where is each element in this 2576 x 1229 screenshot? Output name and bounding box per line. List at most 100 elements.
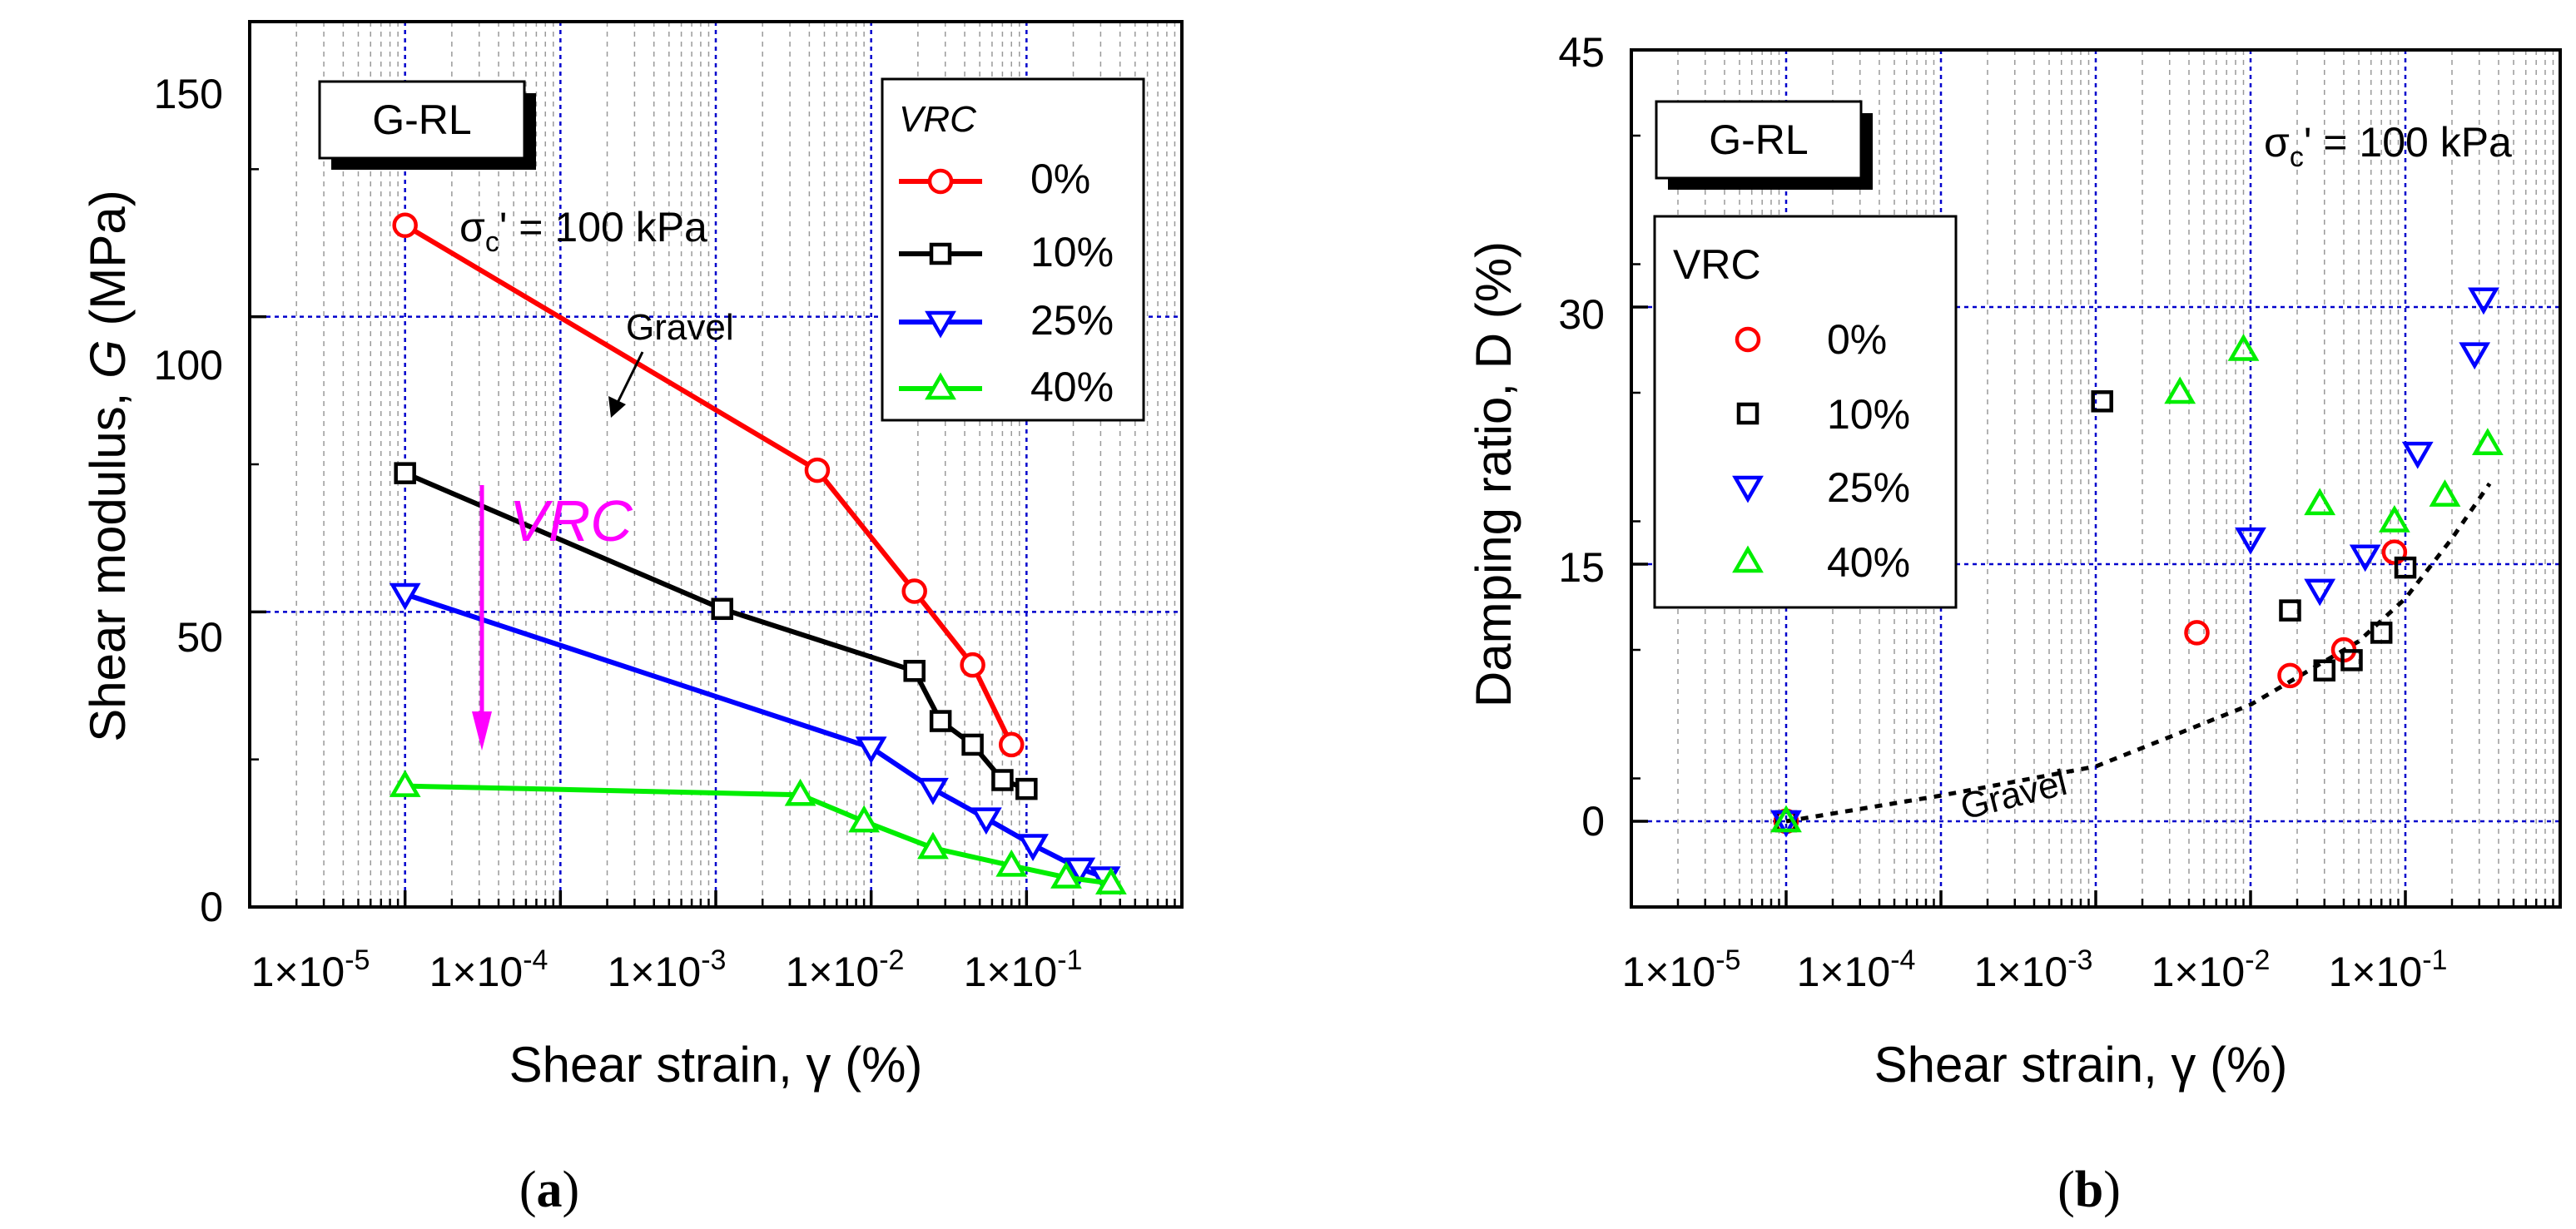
panel-a-stress-label: σc' = 100 kPa <box>459 204 707 258</box>
panel-a-x-tick-labels: 1×10-5 1×10-4 1×10-3 1×10-2 1×10-1 <box>251 944 1083 995</box>
data-point <box>929 710 952 732</box>
panel-b-caption: (b) <box>2057 1162 2121 1218</box>
x-tick-label: 1×10-1 <box>2329 944 2448 995</box>
data-point <box>2378 504 2410 533</box>
gravel-trend-line <box>1785 482 2492 824</box>
legend-marker <box>925 310 956 339</box>
x-tick-label: 1×10-3 <box>608 944 727 995</box>
data-point <box>2304 488 2336 516</box>
x-tick-label: 1×10-4 <box>1797 944 1916 995</box>
panel-b-x-axis-label: Shear strain, γ (%) <box>1874 1037 2288 1093</box>
panel-b-tick-marks <box>1631 48 2554 909</box>
legend-marker <box>1732 545 1764 573</box>
data-point <box>2091 390 2113 413</box>
legend-label: 10% <box>1827 391 1910 438</box>
legend-label: 0% <box>1030 156 1090 202</box>
data-point <box>917 777 949 805</box>
panel-b-y-axis-label: Damping ratio, D (%) <box>1466 241 1521 707</box>
data-point <box>2394 556 2417 579</box>
panel-b-damping-ratio: 0 15 30 45 1×10-5 1×10-4 1×10-3 1×10-2 1… <box>1466 29 2562 1218</box>
panel-b-minor-grid <box>1677 50 2554 907</box>
panel-a-y-tick-labels: 0 50 100 150 <box>154 71 223 930</box>
data-point <box>2227 333 2260 361</box>
data-point <box>917 831 949 860</box>
data-point <box>2235 527 2266 555</box>
data-point <box>2304 578 2336 607</box>
data-point <box>2313 659 2335 681</box>
data-point <box>2340 649 2363 671</box>
legend-title: VRC <box>899 99 977 140</box>
data-point <box>2468 287 2499 315</box>
data-point <box>960 652 985 678</box>
x-tick-label: 1×10-4 <box>429 944 548 995</box>
data-point <box>2277 662 2303 689</box>
data-point <box>392 212 418 238</box>
legend-marker <box>1736 402 1760 425</box>
y-tick-label: 100 <box>154 342 223 389</box>
data-point <box>1770 805 1802 833</box>
data-point <box>961 733 984 756</box>
panel-a-x-axis-label: Shear strain, γ (%) <box>509 1037 923 1093</box>
data-point <box>2471 428 2504 456</box>
x-tick-label: 1×10-1 <box>964 944 1083 995</box>
y-tick-label: 15 <box>1558 544 1605 591</box>
panel-b-gravel-annotation: Gravel <box>1957 762 2072 828</box>
x-tick-label: 1×10-3 <box>1974 944 2093 995</box>
data-point <box>995 849 1028 877</box>
y-tick-label: 45 <box>1558 29 1605 76</box>
panel-a-sample-label: G-RL <box>372 97 471 143</box>
data-point <box>1094 867 1127 894</box>
data-point <box>998 731 1025 758</box>
data-point <box>848 805 881 833</box>
data-point <box>901 578 927 604</box>
panel-a-vrc-arrow <box>472 485 492 751</box>
data-point <box>2429 479 2461 507</box>
legend-marker <box>1735 326 1761 353</box>
panel-a-caption: (a) <box>519 1162 579 1218</box>
panel-b-y-tick-labels: 0 15 30 45 <box>1558 29 1605 845</box>
y-tick-label: 50 <box>176 614 223 661</box>
data-point <box>2184 620 2210 646</box>
data-point <box>2164 376 2196 404</box>
panel-a-minor-grid <box>295 22 1176 907</box>
panel-a-vrc-annotation: VRC <box>509 488 633 553</box>
series-40pct <box>389 770 1127 894</box>
data-point <box>2370 622 2393 644</box>
legend-marker <box>929 242 952 265</box>
series-40pct <box>1770 333 2504 833</box>
series-0pct <box>392 212 1025 758</box>
x-tick-label: 1×10-2 <box>2152 944 2271 995</box>
data-point <box>2401 441 2434 469</box>
data-point <box>2279 599 2301 622</box>
panel-a-sample-box: G-RL <box>318 80 536 170</box>
data-point <box>1015 777 1038 800</box>
legend-marker <box>927 168 954 195</box>
data-point <box>389 582 421 611</box>
panel-b-plot-frame <box>1630 48 2562 909</box>
data-point <box>855 736 887 764</box>
data-point <box>1050 861 1082 889</box>
panel-b-x-tick-labels: 1×10-5 1×10-4 1×10-3 1×10-2 1×10-1 <box>1622 944 2448 995</box>
x-tick-label: 1×10-2 <box>786 944 905 995</box>
x-tick-label: 1×10-5 <box>251 944 370 995</box>
legend-label: 25% <box>1030 297 1114 344</box>
series-10pct <box>394 462 1038 800</box>
legend-label: 40% <box>1827 539 1910 586</box>
panel-a-series <box>389 212 1127 894</box>
panel-b-legend-items <box>1732 326 1764 573</box>
legend-label: 25% <box>1827 464 1910 511</box>
data-point <box>394 462 416 484</box>
panel-a-plot-frame <box>248 20 1184 909</box>
data-point <box>2349 544 2381 572</box>
series-line <box>404 592 1106 880</box>
legend-marker <box>925 372 956 400</box>
series-25pct <box>389 582 1121 894</box>
data-point <box>389 770 421 797</box>
y-tick-label: 0 <box>1581 798 1605 845</box>
data-point <box>903 660 926 682</box>
y-tick-label: 30 <box>1558 291 1605 338</box>
data-point <box>711 597 733 621</box>
legend-label: 40% <box>1030 364 1114 410</box>
panel-b-sample-label: G-RL <box>1709 116 1808 163</box>
